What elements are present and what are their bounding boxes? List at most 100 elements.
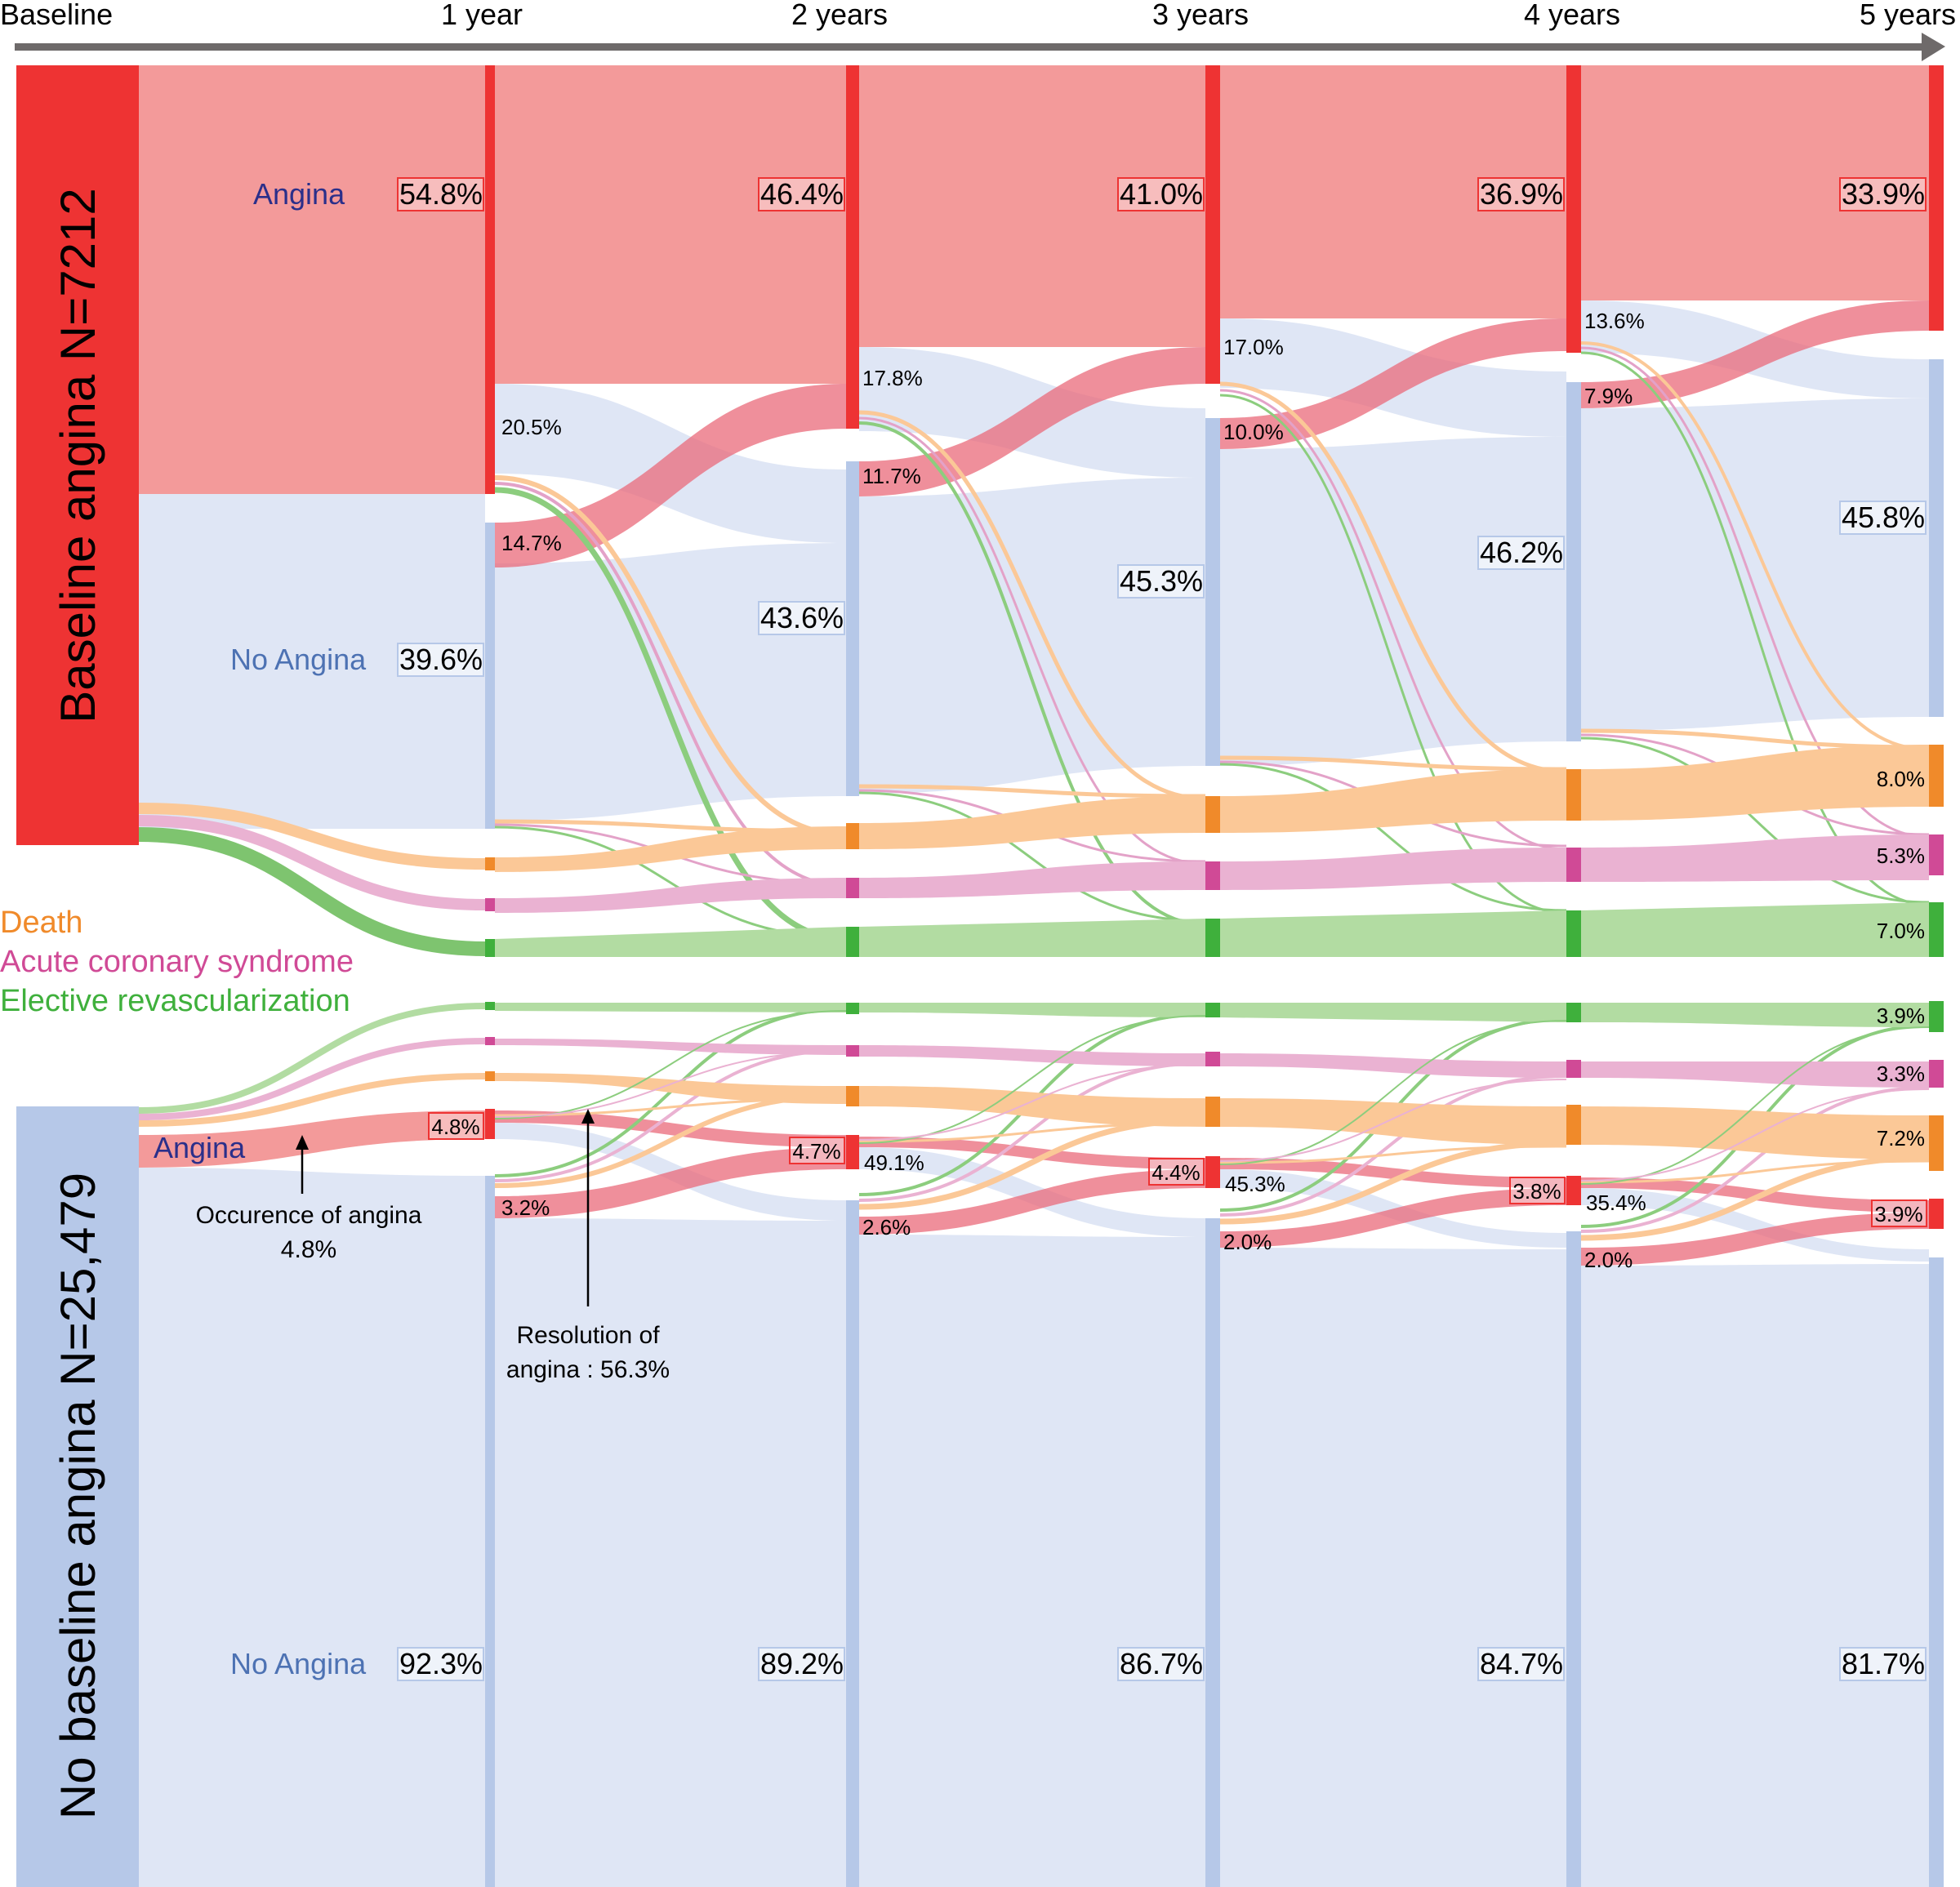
flow-nb-angina-persist-3y bbox=[1220, 1158, 1566, 1188]
pct-nb-new-angina-1y: 3.2% bbox=[501, 1195, 550, 1220]
node-nb-angina-1y bbox=[485, 1109, 495, 1139]
flow-no-angina-baseline-to-1y bbox=[139, 494, 485, 829]
flow-acs-nb-baseline bbox=[138, 1038, 486, 1120]
flow-nb-death-from-angina-3y bbox=[1219, 1145, 1567, 1164]
node-acs-4y bbox=[1566, 848, 1581, 882]
node-nb-revasc-5y bbox=[1929, 1001, 1944, 1032]
legend-revasc: Elective revascularization bbox=[0, 984, 350, 1018]
pct-box-nb-no-angina-1y bbox=[397, 1647, 484, 1681]
node-nb-no-angina-2y bbox=[846, 1200, 859, 1887]
node-no-angina-5y bbox=[1929, 359, 1944, 717]
flow-nb-angina-baseline-to-1y bbox=[139, 1110, 485, 1168]
flow-angina-1y-to-2y bbox=[495, 65, 846, 384]
flow-nb-revasc-band-4y-5y bbox=[1581, 1003, 1929, 1027]
cohort-title-no-baseline-angina: No baseline angina N=25,479 bbox=[51, 1173, 105, 1819]
node-nb-no-angina-5y bbox=[1929, 1257, 1944, 1887]
flow-angina-3y-to-4y bbox=[1220, 65, 1566, 318]
node-death-5y bbox=[1929, 745, 1944, 807]
pct-resolution-3y: 17.0% bbox=[1223, 335, 1284, 359]
flow-nb-acs-from-angina-1y bbox=[494, 1051, 847, 1118]
pct-nb-angina-1y: 4.8% bbox=[431, 1115, 479, 1139]
pct-box-no-angina-2y bbox=[758, 601, 845, 635]
flow-death-band-2y-3y bbox=[859, 796, 1205, 849]
flow-acs-from-angina-3y bbox=[1219, 389, 1567, 851]
pct-no-angina-4y: 46.2% bbox=[1480, 536, 1563, 569]
flow-nb-revasc-band-1y-2y bbox=[495, 1003, 846, 1012]
node-nb-acs-3y bbox=[1205, 1052, 1220, 1066]
node-no-angina-3y bbox=[1205, 418, 1220, 766]
pct-resolution-2y: 17.8% bbox=[862, 366, 923, 390]
flow-new-angina-3y bbox=[1220, 318, 1566, 449]
node-death-1y bbox=[485, 857, 495, 870]
flow-nb-death-band-1y-2y bbox=[495, 1073, 846, 1104]
pct-nb-resolution-4y: 35.4% bbox=[1586, 1191, 1646, 1215]
flow-death-band-4y-5y bbox=[1581, 745, 1929, 821]
flow-nb-new-angina-1y bbox=[495, 1147, 846, 1218]
flow-nb-no-angina-baseline-to-1y bbox=[139, 1168, 485, 1887]
tick-label-3-years: 3 years bbox=[1152, 0, 1249, 31]
flow-nb-death-band-2y-3y bbox=[859, 1086, 1205, 1127]
node-revasc-5y bbox=[1929, 902, 1944, 957]
node-nb-angina-4y bbox=[1566, 1176, 1581, 1205]
flow-nb-no-angina-1y-to-2y bbox=[495, 1218, 846, 1887]
pct-nb-angina-4y: 3.8% bbox=[1512, 1179, 1561, 1204]
flow-events-from-angina-2y bbox=[858, 410, 1206, 801]
pct-box-angina-1y bbox=[397, 177, 484, 211]
node-revasc-4y bbox=[1566, 910, 1581, 957]
flow-acs-from-angina-4y bbox=[1580, 346, 1930, 839]
flow-nb-acs-1y bbox=[494, 1048, 847, 1182]
node-revasc-3y bbox=[1205, 919, 1220, 957]
pct-new-angina-2y: 11.7% bbox=[862, 464, 921, 488]
flow-nb-acs-from-angina-4y bbox=[1580, 1088, 1930, 1182]
flow-revasc-from-angina-1y bbox=[494, 487, 847, 942]
node-nb-no-angina-3y bbox=[1205, 1218, 1220, 1887]
pct-box-angina-3y bbox=[1117, 177, 1205, 211]
node-no-angina-1y bbox=[485, 523, 495, 829]
flow-revasc-from-angina-3y bbox=[1219, 394, 1567, 915]
node-revasc-2y bbox=[846, 927, 859, 957]
node-nb-death-3y bbox=[1205, 1097, 1220, 1127]
pct-nb-new-angina-2y: 2.6% bbox=[862, 1215, 911, 1239]
node-no-angina-4y bbox=[1566, 382, 1581, 741]
tick-label-baseline: Baseline bbox=[0, 0, 113, 31]
pct-no-angina-5y: 45.8% bbox=[1842, 501, 1925, 534]
tick-label-5-years: 5 years bbox=[1860, 0, 1956, 31]
flow-revasc-from-no-angina-4y bbox=[1580, 737, 1930, 904]
occurrence-label-line1: Occurence of angina bbox=[196, 1202, 422, 1229]
pct-box-nb-no-angina-3y bbox=[1117, 1647, 1205, 1681]
flow-acs-band-4y-5y bbox=[1581, 834, 1929, 882]
flow-new-angina-2y bbox=[859, 347, 1205, 496]
pct-nb-resolution-3y: 45.3% bbox=[1225, 1172, 1285, 1196]
no-baseline-angina-block bbox=[16, 1106, 139, 1887]
node-nb-acs-5y bbox=[1929, 1060, 1944, 1088]
node-nb-death-2y bbox=[846, 1086, 859, 1106]
pct-angina-2y: 46.4% bbox=[760, 177, 844, 211]
flow-revasc-from-no-angina-2y bbox=[858, 791, 1206, 923]
pct-angina-4y: 36.9% bbox=[1480, 177, 1563, 211]
annotation-resolution: Resolution of angina : 56.3% bbox=[506, 1109, 670, 1383]
pct-angina-5y: 33.9% bbox=[1842, 177, 1925, 211]
pct-box-angina-2y bbox=[758, 177, 845, 211]
flow-events-from-angina-1y bbox=[494, 475, 847, 837]
pct-box-no-angina-4y bbox=[1477, 536, 1565, 570]
node-angina-5y bbox=[1929, 65, 1944, 331]
flow-events-from-angina-4y bbox=[1580, 341, 1930, 751]
flow-nb-acs-band-4y-5y bbox=[1581, 1061, 1929, 1088]
node-acs-1y bbox=[485, 898, 495, 911]
pct-box-nb-angina-4y bbox=[1509, 1177, 1566, 1204]
flow-angina-baseline-to-1y bbox=[139, 65, 485, 494]
flow-revasc-nb-baseline bbox=[138, 1003, 486, 1114]
flow-revasc-band-2y-3y bbox=[859, 919, 1205, 957]
pct-nb-angina-3y: 4.4% bbox=[1152, 1160, 1200, 1185]
tick-label-1-year: 1 year bbox=[441, 0, 523, 31]
flow-death-baseline bbox=[138, 803, 486, 870]
pct-nb-angina-2y: 4.7% bbox=[792, 1139, 840, 1164]
flow-nb-acs-4y bbox=[1580, 1086, 1930, 1233]
flow-nb-no-angina-3y-to-4y bbox=[1220, 1248, 1566, 1887]
node-nb-no-angina-4y bbox=[1566, 1231, 1581, 1887]
pct-new-angina-1y: 14.7% bbox=[501, 531, 562, 555]
pct-new-angina-4y: 7.9% bbox=[1584, 384, 1633, 408]
flow-acs-baseline bbox=[138, 815, 486, 910]
flow-nb-death-from-angina-1y bbox=[494, 1097, 847, 1117]
node-nb-angina-5y bbox=[1929, 1199, 1944, 1229]
